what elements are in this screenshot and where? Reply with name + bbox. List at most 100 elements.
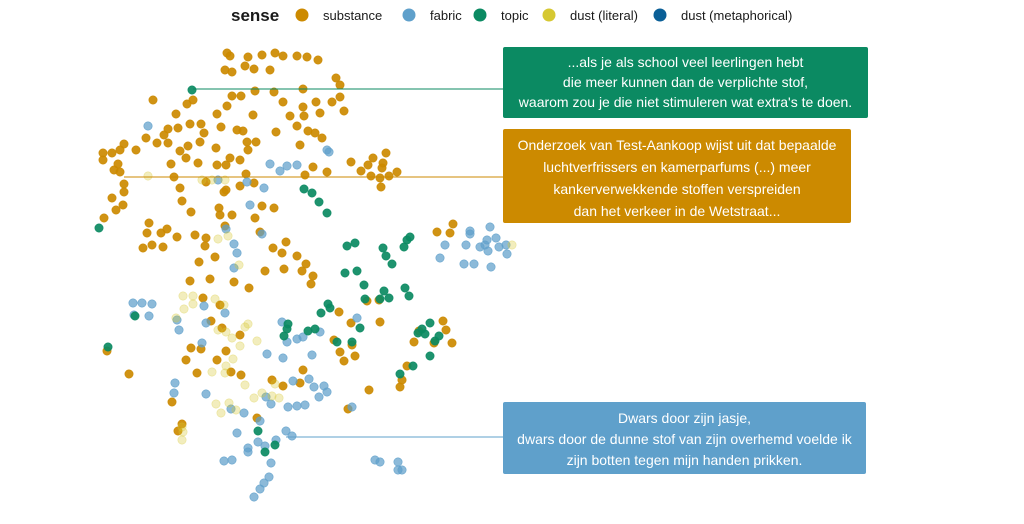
data-point [249,64,259,74]
data-point [94,223,104,233]
data-point [199,301,209,311]
legend-swatch [653,8,667,22]
annotations-layer: ...als je als school veel leerlingen heb… [124,47,868,474]
data-point [347,402,357,412]
data-point [224,398,234,408]
data-point [299,111,309,121]
data-point [355,323,365,333]
data-point [483,246,493,256]
data-point [308,271,318,281]
data-point [266,399,276,409]
data-point [279,331,289,341]
data-point [301,259,311,269]
legend-item-dust-literal: dust (literal) [542,8,638,23]
data-point [346,157,356,167]
data-point [215,210,225,220]
data-point [193,158,203,168]
data-point [159,130,169,140]
data-point [298,102,308,112]
data-point [119,179,129,189]
data-point [302,52,312,62]
data-point [313,55,323,65]
data-point [227,455,237,465]
data-point [163,138,173,148]
data-point [335,92,345,102]
data-point [298,332,308,342]
data-point [310,128,320,138]
data-point [98,155,108,165]
data-point [205,274,215,284]
data-point [99,213,109,223]
data-point [292,251,302,261]
data-point [314,197,324,207]
data-point [265,159,275,169]
data-point [220,175,230,185]
data-point [400,283,410,293]
data-point [315,108,325,118]
data-point [304,374,314,384]
data-point [251,137,261,147]
data-point [183,141,193,151]
data-point [236,91,246,101]
data-point [308,162,318,172]
data-point [491,233,501,243]
data-point [142,228,152,238]
data-point [212,160,222,170]
data-point [130,311,140,321]
data-point [322,387,332,397]
legend-swatch [542,8,556,22]
legend-item-topic: topic [473,8,529,23]
data-point [175,146,185,156]
data-point [137,298,147,308]
data-point [210,252,220,262]
data-point [435,253,445,263]
legend-swatch [402,8,416,22]
legend-swatch [295,8,309,22]
data-point [264,472,274,482]
data-point [118,200,128,210]
data-point [378,243,388,253]
data-point [275,166,285,176]
data-point [268,243,278,253]
data-point [128,298,138,308]
data-point [172,232,182,242]
data-point [381,148,391,158]
data-point [501,240,511,250]
data-point [236,370,246,380]
data-point [144,218,154,228]
data-point [295,140,305,150]
data-point [334,307,344,317]
data-point [177,196,187,206]
data-point [299,184,309,194]
data-point [217,323,227,333]
data-point [144,311,154,321]
data-point [186,207,196,217]
data-point [405,232,415,242]
data-point [195,137,205,147]
data-point [240,322,250,332]
data-point [384,293,394,303]
data-point [107,148,117,158]
data-point [447,338,457,348]
data-point [171,109,181,119]
data-point [339,356,349,366]
data-point [327,97,337,107]
data-point [185,276,195,286]
data-point [368,153,378,163]
data-point [425,351,435,361]
data-point [322,167,332,177]
data-point [194,257,204,267]
data-point [375,294,385,304]
data-point [425,318,435,328]
data-point [207,367,217,377]
data-point [221,361,231,371]
data-point [188,299,198,309]
data-point [143,171,153,181]
data-point [103,342,113,352]
data-point [227,91,237,101]
data-point [459,259,469,269]
data-point [393,457,403,467]
data-point [316,308,326,318]
data-point [211,399,221,409]
